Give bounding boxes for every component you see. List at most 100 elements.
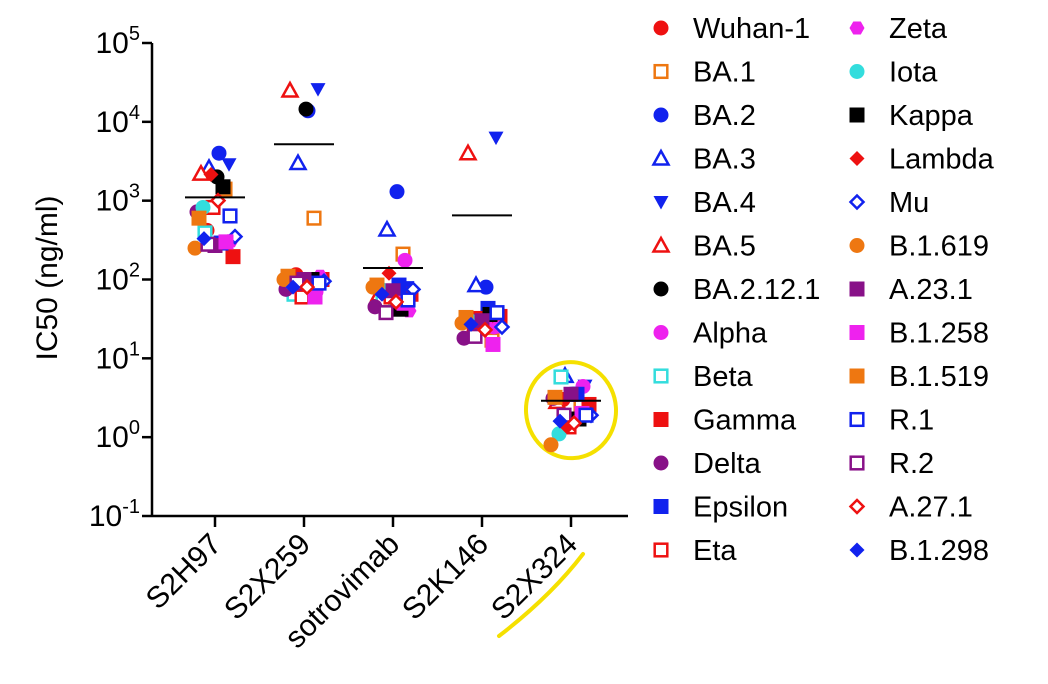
series-ba-4 <box>221 83 593 394</box>
y-tick-label: 103 <box>96 181 141 218</box>
data-point <box>222 208 238 224</box>
legend-item-b-1-619: B.1.619 <box>849 231 989 263</box>
data-point <box>458 143 478 161</box>
y-tick-label: 10-1 <box>89 496 140 533</box>
legend-marker <box>653 107 669 123</box>
y-tick-label: 104 <box>96 102 141 139</box>
legend-item-kappa: Kappa <box>849 100 974 132</box>
y-tick-label: 102 <box>96 260 141 297</box>
legend-marker <box>653 455 669 471</box>
data-point <box>387 293 405 311</box>
data-point <box>310 83 326 97</box>
legend-item-wuhan-1: Wuhan-1 <box>653 13 810 45</box>
legend-marker <box>651 148 671 166</box>
legend-marker <box>653 499 669 514</box>
series-delta <box>189 204 561 406</box>
data-point <box>211 145 227 161</box>
series-ba-3 <box>199 152 575 384</box>
data-point <box>553 369 569 385</box>
series-ba-5 <box>191 80 567 410</box>
legend-marker <box>849 64 865 79</box>
legend-item-b-1-298: B.1.298 <box>849 535 989 567</box>
legend-item-a-27-1: A.27.1 <box>848 492 973 524</box>
legend-item-r-2: R.2 <box>849 448 934 480</box>
legend-item-r-1: R.1 <box>849 405 934 437</box>
legend-marker <box>849 281 865 297</box>
data-point <box>280 80 300 98</box>
data-point <box>543 437 559 453</box>
legend-label: Gamma <box>693 405 797 437</box>
legend-item-zeta: Zeta <box>849 13 948 45</box>
data-point <box>377 219 397 237</box>
plot-area: 10-1100101102103104105S2H97S2X259sotrovi… <box>89 23 628 655</box>
highlight-underline <box>497 552 585 638</box>
legend-label: BA.1 <box>693 57 756 89</box>
legend-label: Kappa <box>889 100 974 132</box>
data-point <box>552 413 568 429</box>
data-point <box>547 389 563 405</box>
legend-label: Epsilon <box>693 492 788 524</box>
series-mu <box>226 228 600 424</box>
data-point <box>288 152 308 171</box>
data-point <box>306 210 322 226</box>
series-b-1-619 <box>187 240 559 453</box>
legend-marker <box>651 235 671 253</box>
data-point <box>467 328 483 344</box>
legend-item-beta: Beta <box>653 361 754 393</box>
legend-label: B.1.619 <box>889 231 989 263</box>
data-point <box>187 240 203 256</box>
legend-marker <box>653 542 669 558</box>
legend-item-ba-1: BA.1 <box>653 57 756 89</box>
legend-item-ba-5: BA.5 <box>651 231 756 263</box>
data-point <box>476 321 494 339</box>
data-point <box>225 249 241 265</box>
data-point <box>489 305 505 321</box>
data-point <box>191 163 211 181</box>
legend-label: B.1.258 <box>889 318 989 350</box>
category-label-s2k146: S2K146 <box>396 528 495 627</box>
y-tick-label: 105 <box>96 23 141 60</box>
legend-label: Iota <box>889 57 938 89</box>
data-point <box>381 265 397 281</box>
legend-label: B.1.298 <box>889 535 989 567</box>
legend-item-ba-2-12-1: BA.2.12.1 <box>653 274 820 306</box>
legend-label: BA.3 <box>693 144 756 176</box>
series-r-2 <box>200 236 572 423</box>
series-ba-2-12-1 <box>209 101 581 402</box>
legend-marker <box>653 368 669 384</box>
legend-item-iota: Iota <box>849 57 938 89</box>
legend-label: Delta <box>693 448 762 480</box>
data-point <box>203 166 219 182</box>
highlight-circle <box>523 360 619 461</box>
legend-marker <box>849 107 865 123</box>
legend-item-epsilon: Epsilon <box>653 492 788 524</box>
legend-label: Beta <box>693 361 754 393</box>
legend-item-a-23-1: A.23.1 <box>849 274 973 306</box>
legend-label: Alpha <box>693 318 768 350</box>
legend-marker <box>849 542 865 558</box>
data-point <box>466 274 486 293</box>
legend-marker <box>653 325 669 340</box>
data-point <box>307 289 323 305</box>
legend-label: Zeta <box>889 13 948 45</box>
legend-marker <box>849 151 865 166</box>
y-tick-label: 100 <box>96 417 141 454</box>
legend-marker <box>848 193 866 211</box>
legend-label: R.2 <box>889 448 934 480</box>
legend-marker <box>653 412 669 427</box>
legend-marker <box>849 238 865 253</box>
data-point <box>463 316 479 332</box>
y-tick-label: 101 <box>96 338 141 375</box>
data-point <box>285 279 301 295</box>
data-point <box>374 286 390 302</box>
legend-label: B.1.519 <box>889 361 989 393</box>
legend-item-gamma: Gamma <box>653 405 797 437</box>
legend: Wuhan-1 BA.1 BA.2 BA.3 BA.4 BA.5 BA.2.12.1 Alph… <box>651 13 995 567</box>
series-beta <box>197 225 569 385</box>
legend-marker <box>653 196 669 210</box>
legend-marker <box>653 20 669 36</box>
data-point <box>563 386 579 402</box>
legend-item-mu: Mu <box>848 187 929 219</box>
legend-marker <box>849 21 865 35</box>
legend-marker <box>849 368 865 384</box>
